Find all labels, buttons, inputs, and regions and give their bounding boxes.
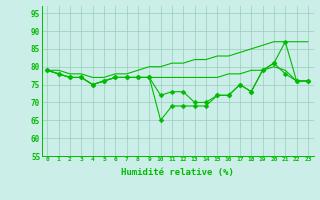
X-axis label: Humidité relative (%): Humidité relative (%) bbox=[121, 168, 234, 177]
